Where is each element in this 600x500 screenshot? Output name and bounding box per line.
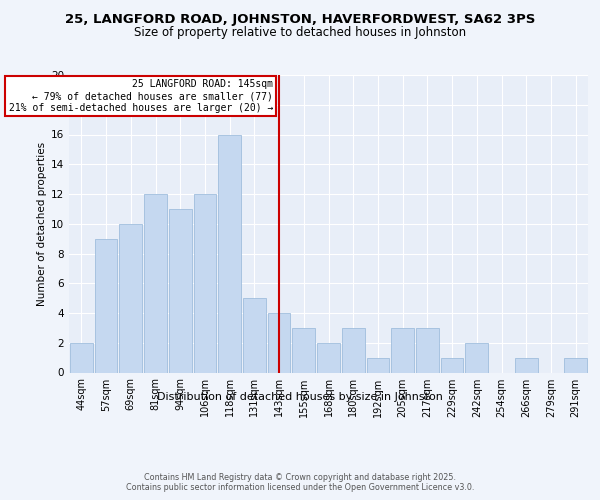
- Bar: [268, 313, 290, 372]
- Bar: [119, 224, 142, 372]
- Bar: [218, 134, 241, 372]
- Bar: [515, 358, 538, 372]
- Bar: [70, 343, 93, 372]
- Bar: [441, 358, 463, 372]
- Bar: [342, 328, 365, 372]
- Bar: [416, 328, 439, 372]
- Text: 25 LANGFORD ROAD: 145sqm
← 79% of detached houses are smaller (77)
21% of semi-d: 25 LANGFORD ROAD: 145sqm ← 79% of detach…: [8, 80, 273, 112]
- Bar: [243, 298, 266, 372]
- Text: Distribution of detached houses by size in Johnston: Distribution of detached houses by size …: [157, 392, 443, 402]
- Text: 25, LANGFORD ROAD, JOHNSTON, HAVERFORDWEST, SA62 3PS: 25, LANGFORD ROAD, JOHNSTON, HAVERFORDWE…: [65, 12, 535, 26]
- Bar: [317, 343, 340, 372]
- Bar: [466, 343, 488, 372]
- Text: Size of property relative to detached houses in Johnston: Size of property relative to detached ho…: [134, 26, 466, 39]
- Bar: [391, 328, 414, 372]
- Bar: [194, 194, 216, 372]
- Bar: [169, 209, 191, 372]
- Text: Contains HM Land Registry data © Crown copyright and database right 2025.
Contai: Contains HM Land Registry data © Crown c…: [126, 472, 474, 492]
- Bar: [367, 358, 389, 372]
- Bar: [144, 194, 167, 372]
- Bar: [95, 238, 118, 372]
- Bar: [564, 358, 587, 372]
- Bar: [292, 328, 315, 372]
- Y-axis label: Number of detached properties: Number of detached properties: [37, 142, 47, 306]
